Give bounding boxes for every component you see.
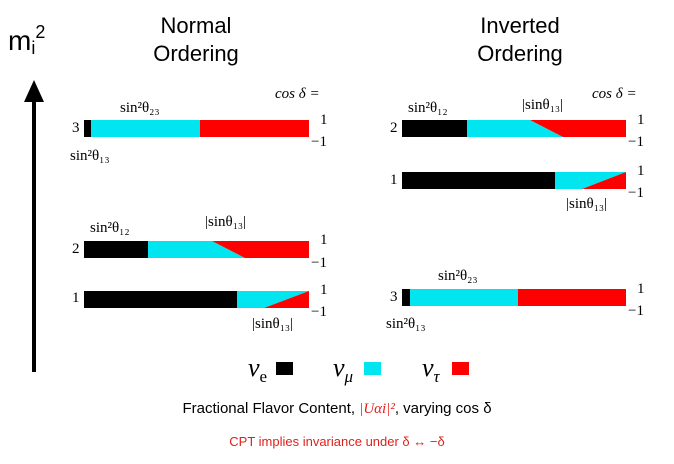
nu-tau-segment	[264, 291, 309, 308]
state-index: 3	[390, 289, 398, 305]
state-index: 3	[72, 120, 80, 136]
inverted-m3-state: 3 sin²θ₂₃ sin²θ₁₃ 1 −1	[386, 268, 645, 332]
nu-mu-segment	[555, 172, 626, 189]
nu-mu-segment	[148, 241, 245, 258]
legend-swatch	[452, 362, 469, 375]
nu-tau-segment	[582, 172, 626, 189]
abs-label: |sinθ₁₃|	[566, 196, 607, 212]
nu-mu-segment	[91, 120, 200, 137]
normal-m3-state: 3 sin²θ₂₃ sin²θ₁₃ 1 −1	[70, 100, 328, 164]
normal-m1-state: 1 |sinθ₁₃| 1 −1	[72, 282, 328, 332]
inverted-heading-line1: Inverted	[480, 13, 560, 38]
nu-mu-segment	[410, 289, 518, 306]
nu-e-segment	[402, 120, 467, 137]
axis-label: mi2	[8, 22, 45, 58]
cos-plus-one: 1	[320, 112, 328, 128]
nu-tau-segment	[212, 241, 309, 258]
cos-minus-one: −1	[628, 134, 644, 150]
inverted-cos-delta-label: cos δ =	[592, 86, 637, 102]
normal-cos-delta-label: cos δ =	[275, 86, 320, 102]
state-index: 1	[390, 172, 398, 188]
top-label: sin²θ₁₂	[90, 220, 130, 236]
legend-symbol: νe	[248, 353, 267, 386]
inverted-heading-line2: Ordering	[477, 41, 563, 66]
legend-symbol: νμ	[333, 353, 353, 386]
state-index: 2	[390, 120, 398, 136]
nu-tau-segment	[518, 289, 626, 306]
bottom-label: sin²θ₁₃	[70, 148, 110, 164]
legend-nu-e: νe	[248, 353, 293, 386]
legend-nu-tau: ντ	[422, 353, 469, 386]
axis-arrowhead	[24, 80, 44, 102]
abs-label: |sinθ₁₃|	[522, 97, 563, 113]
cos-minus-one: −1	[628, 185, 644, 201]
nu-e-segment	[84, 241, 148, 258]
cos-minus-one: −1	[311, 255, 327, 271]
mass-axis: mi2	[8, 22, 45, 372]
normal-heading-line2: Ordering	[153, 41, 239, 66]
abs-label: |sinθ₁₃|	[252, 316, 293, 332]
cos-minus-one: −1	[311, 304, 327, 320]
legend-nu-mu: νμ	[333, 353, 381, 386]
normal-heading-line1: Normal	[161, 13, 232, 38]
cos-plus-one: 1	[637, 281, 645, 297]
top-label: sin²θ₂₃	[438, 268, 478, 284]
inverted-m1-state: 1 |sinθ₁₃| 1 −1	[390, 163, 645, 212]
abs-label: |sinθ₁₃|	[205, 214, 246, 230]
cos-minus-one: −1	[628, 303, 644, 319]
legend-symbol: ντ	[422, 353, 441, 386]
legend-swatch	[364, 362, 381, 375]
state-index: 1	[72, 290, 80, 306]
nu-e-segment	[84, 291, 237, 308]
nu-mu-segment	[237, 291, 309, 308]
nu-tau-segment	[200, 120, 309, 137]
nu-e-segment	[84, 120, 91, 137]
nu-e-segment	[402, 289, 410, 306]
cos-minus-one: −1	[311, 134, 327, 150]
nu-mu-segment	[467, 120, 563, 137]
bottom-label: sin²θ₁₃	[386, 316, 426, 332]
inverted-m2-state: 2 sin²θ₁₂ |sinθ₁₃| 1 −1	[390, 97, 645, 150]
nu-tau-segment	[530, 120, 626, 137]
state-index: 2	[72, 241, 80, 257]
normal-m2-state: 2 sin²θ₁₂ |sinθ₁₃| 1 −1	[72, 214, 328, 271]
cos-plus-one: 1	[320, 282, 328, 298]
cpt-note: CPT implies invariance under δ ↔ −δ	[229, 434, 444, 449]
top-label: sin²θ₂₃	[120, 100, 160, 116]
cos-plus-one: 1	[637, 112, 645, 128]
cos-plus-one: 1	[320, 232, 328, 248]
cos-plus-one: 1	[637, 163, 645, 179]
top-label: sin²θ₁₂	[408, 100, 448, 116]
caption: Fractional Flavor Content, |Uαi|², varyi…	[182, 400, 491, 417]
nu-e-segment	[402, 172, 555, 189]
flavor-legend: νe νμ ντ	[248, 353, 469, 386]
legend-swatch	[276, 362, 293, 375]
